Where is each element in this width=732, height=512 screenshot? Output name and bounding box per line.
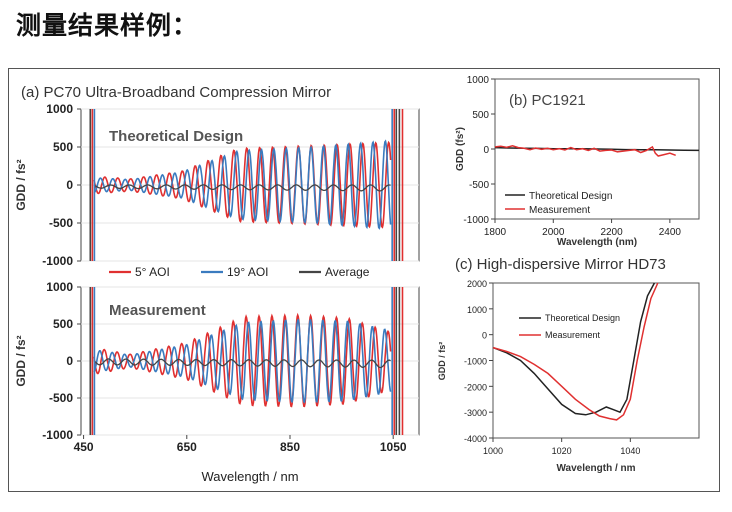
panel-c-ylabel: GDD / fs² (437, 342, 447, 381)
panel-m-series-5-aoi (93, 312, 392, 408)
panel-m-ytick-label: -500 (49, 391, 73, 405)
panel-c-title: (c) High-dispersive Mirror HD73 (455, 256, 666, 273)
panel-b-legend-measure-label: Measurement (529, 205, 590, 216)
panel-a: (a) PC70 Ultra-Broadband Compression Mir… (14, 84, 420, 268)
panel-m-ytick-label: 1000 (46, 280, 73, 294)
panel-c-ytick-label: -3000 (464, 408, 487, 418)
panel-a-series-5-aoi (93, 140, 392, 229)
panel-m-series-19-aoi (93, 318, 392, 404)
panel-m-xlabel: Wavelength / nm (201, 469, 298, 484)
panel-a-series-19-aoi (93, 139, 392, 230)
panel-c-xtick-label: 1040 (620, 446, 640, 456)
panel-c-xtick-label: 1020 (552, 446, 572, 456)
panel-a-ytick-label: -1000 (42, 254, 73, 268)
panel-c-ytick-label: 2000 (467, 279, 487, 289)
panel-c-series-theoretical-design (492, 282, 656, 416)
slide-title: 测量结果样例： (16, 11, 199, 40)
panel-c-ytick-label: 0 (482, 331, 487, 341)
panel-m-ytick-label: 0 (66, 354, 73, 368)
panel-c-xlabel: Wavelength / nm (556, 463, 635, 474)
panel-c-ytick-label: -4000 (464, 434, 487, 444)
panel-m-xtick-label: 850 (280, 440, 300, 454)
panel-b-xtick-label: 2000 (542, 227, 565, 238)
panel-b-ytick-label: -500 (469, 180, 489, 191)
panel-a-series-average (93, 184, 391, 192)
panel-a-subtitle: Theoretical Design (109, 128, 243, 145)
panel-b-ytick-label: -1000 (463, 215, 489, 226)
panel-b-xtick-label: 2200 (600, 227, 623, 238)
panel-a-title: (a) PC70 Ultra-Broadband Compression Mir… (21, 84, 331, 101)
figure-frame: (a) PC70 Ultra-Broadband Compression Mir… (8, 68, 720, 492)
panel-c-series-measurement (492, 282, 659, 421)
panel-c-legend-design-label: Theoretical Design (545, 313, 620, 323)
panel-m-subtitle: Measurement (109, 302, 206, 319)
panel-c-ytick-label: -2000 (464, 382, 487, 392)
panel-m-ytick-label: -1000 (42, 428, 73, 442)
panel-b: 1000 500 0 -500 -1000 1800 2000 2200 2400 GDD (… (455, 75, 700, 248)
panel-c: (c) High-dispersive Mirror HD73 2000 1000… (437, 256, 700, 474)
panel-measurement: 1000 500 0 -500 -1000 450 650 850 1050 GDD / fs… (14, 280, 420, 484)
panel-a-ytick-label: 0 (66, 178, 73, 192)
panel-b-xlabel: Wavelength (nm) (557, 237, 637, 248)
panel-b-series-measurement (494, 145, 676, 157)
panel-m-series-average (93, 358, 391, 369)
panel-a-legend: 5° AOI 19° AOI Average (109, 265, 370, 279)
panel-a-ylabel: GDD / fs² (14, 159, 28, 210)
legend-5aoi-label: 5° AOI (135, 265, 170, 279)
panel-m-ytick-label: 500 (53, 317, 73, 331)
panel-m-ylabel: GDD / fs² (14, 335, 28, 386)
panel-b-xtick-label: 1800 (484, 227, 507, 238)
panel-b-title: (b) PC1921 (509, 92, 586, 109)
panel-a-ytick-label: 500 (53, 140, 73, 154)
panel-a-ytick-label: 1000 (46, 102, 73, 116)
figure-canvas: (a) PC70 Ultra-Broadband Compression Mir… (14, 75, 700, 484)
panel-c-xtick-label: 1000 (483, 446, 503, 456)
panel-c-ytick-label: 1000 (467, 305, 487, 315)
panel-m-xtick-label: 450 (74, 440, 94, 454)
panel-b-ylabel: GDD (fs²) (455, 127, 466, 171)
panel-a-ytick-label: -500 (49, 216, 73, 230)
panel-b-ytick-label: 500 (472, 110, 489, 121)
panel-m-xtick-label: 650 (177, 440, 197, 454)
legend-average-label: Average (325, 265, 370, 279)
panel-m-xtick-label: 1050 (380, 440, 407, 454)
panel-b-xtick-label: 2400 (659, 227, 682, 238)
panel-b-ytick-label: 0 (483, 145, 489, 156)
panel-c-ytick-label: -1000 (464, 357, 487, 367)
panel-b-legend-design-label: Theoretical Design (529, 191, 612, 202)
legend-19aoi-label: 19° AOI (227, 265, 269, 279)
panel-c-legend-measure-label: Measurement (545, 330, 601, 340)
panel-b-ytick-label: 1000 (467, 75, 490, 86)
